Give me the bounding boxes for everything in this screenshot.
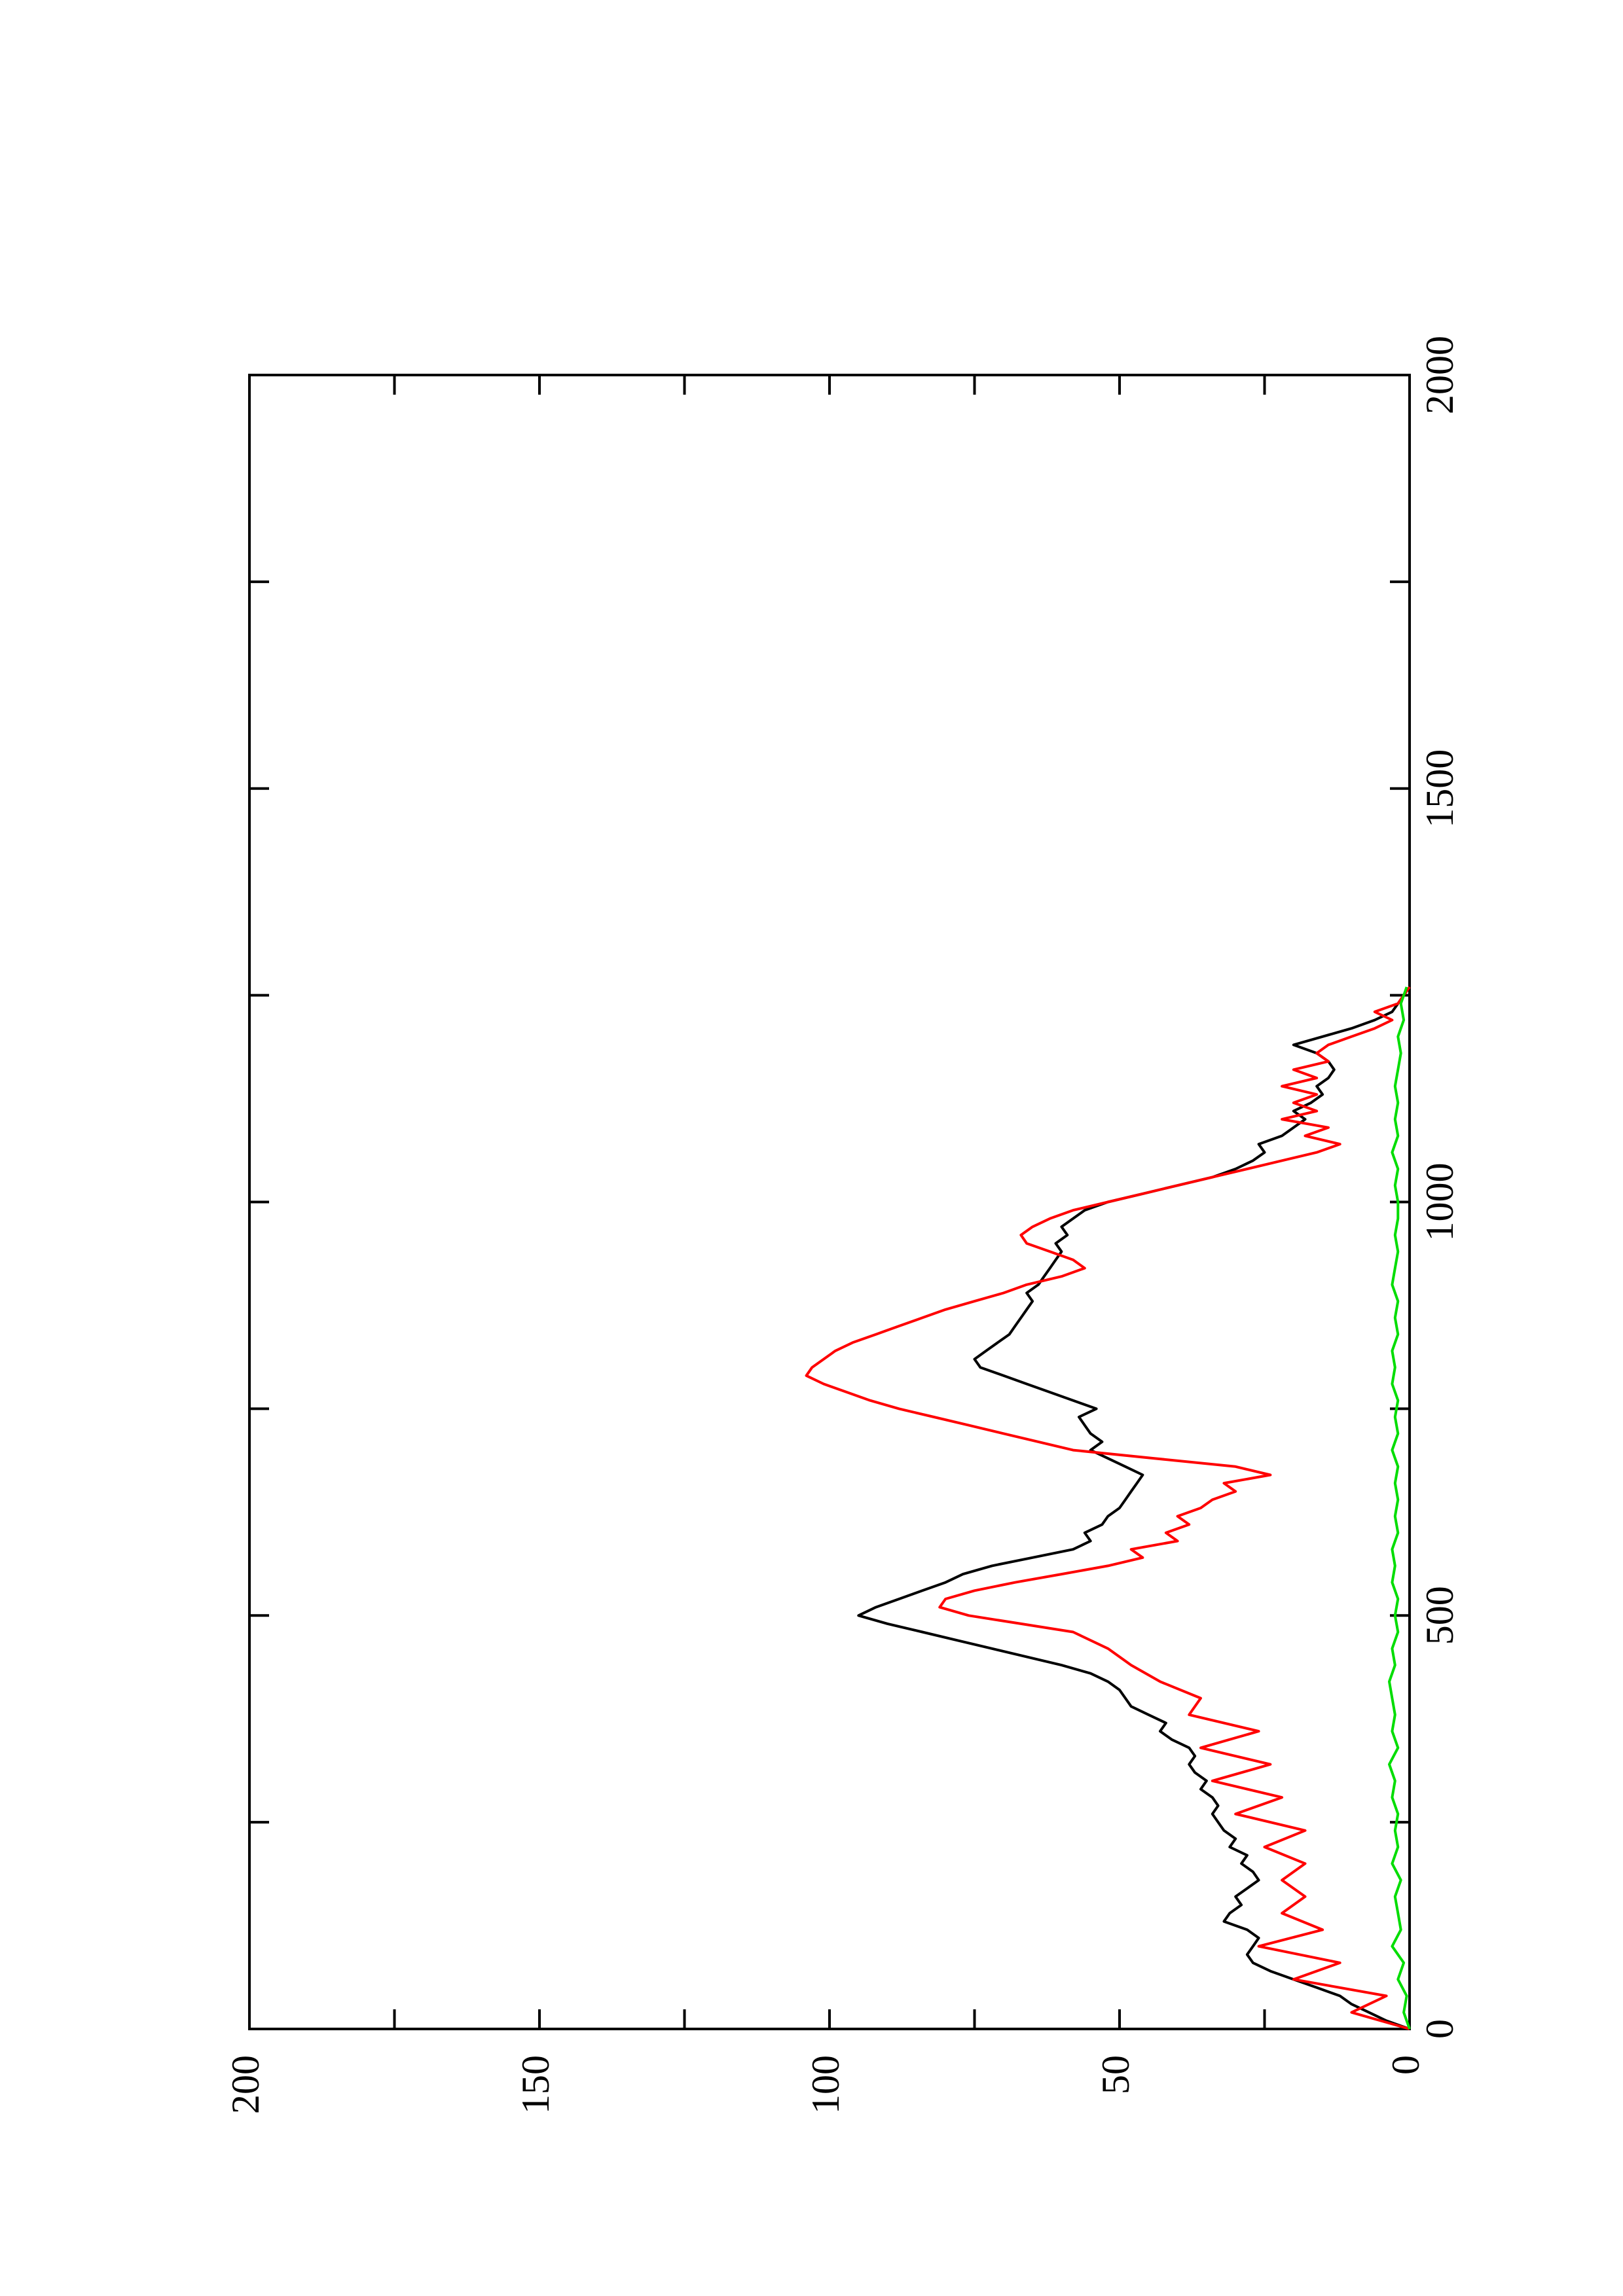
plot-frame	[248, 374, 1411, 2030]
series-line-1	[857, 986, 1411, 2030]
x-tick-label: 500	[1418, 1586, 1461, 1645]
x-tick-label: 0	[1418, 2019, 1461, 2039]
y-tick-label: 100	[804, 2055, 847, 2114]
y-tick-label: 0	[1384, 2055, 1427, 2075]
x-tick-label: 2000	[1418, 336, 1461, 414]
y-tick-label: 50	[1094, 2055, 1137, 2094]
y-tick-label: 200	[224, 2055, 267, 2114]
series-line-3	[1388, 986, 1411, 2030]
y-tick-label: 150	[514, 2055, 557, 2114]
series-line-2	[805, 986, 1411, 2030]
axis-ticks	[248, 374, 1411, 2030]
axis-tick-labels: 0 500 1000 1500 2000 0 50 100 150 200	[224, 336, 1461, 2114]
series-layer	[805, 986, 1411, 2030]
x-tick-label: 1500	[1418, 749, 1461, 828]
x-tick-label: 1000	[1418, 1163, 1461, 1242]
